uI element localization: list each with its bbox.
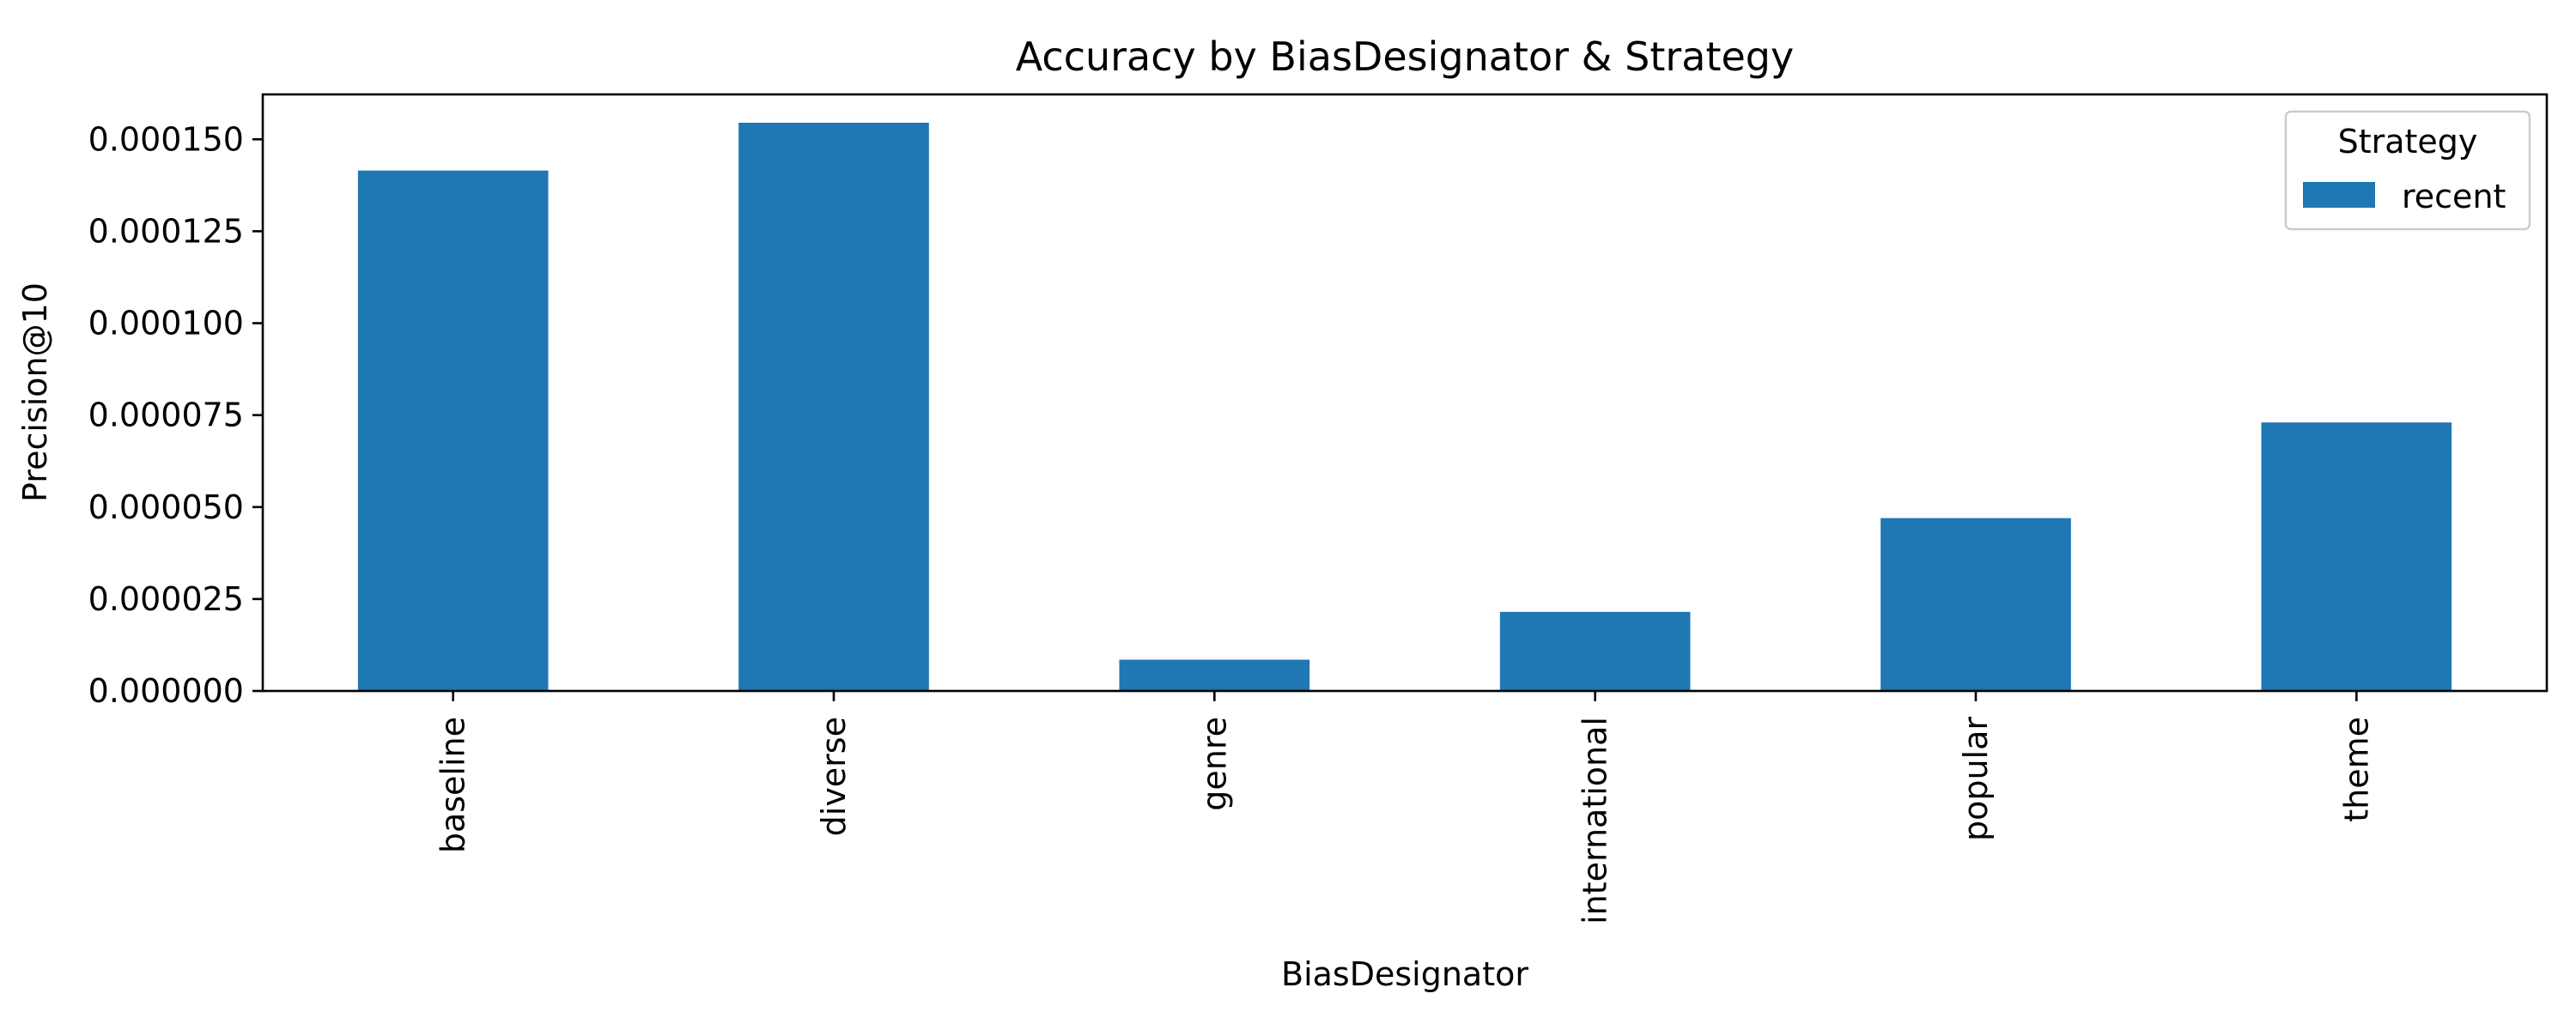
chart-title: Accuracy by BiasDesignator & Strategy	[1016, 33, 1794, 80]
plot-area	[357, 122, 2452, 692]
bar-genre	[1119, 659, 1310, 691]
y-tick-label: 0.000125	[88, 212, 244, 250]
bar-popular	[1880, 518, 2071, 691]
legend: Strategy recent	[2284, 110, 2531, 231]
plot-frame	[261, 93, 2549, 693]
y-axis: 0.000000 0.000025 0.000050 0.000075 0.000100…	[88, 120, 263, 710]
x-tick-label-international: international	[1577, 717, 1614, 924]
y-tick-label: 0.000000	[88, 672, 244, 710]
bar-international	[1499, 611, 1691, 691]
legend-title: Strategy	[2338, 123, 2478, 161]
bar-baseline	[357, 170, 549, 692]
legend-swatch-recent	[2303, 182, 2375, 208]
x-tick-label-theme: theme	[2337, 717, 2375, 822]
x-tick-label-baseline: baseline	[434, 717, 472, 853]
x-tick-label-diverse: diverse	[815, 717, 853, 836]
bar-theme	[2261, 422, 2452, 691]
y-tick-label: 0.000150	[88, 120, 244, 158]
y-tick-label: 0.000050	[88, 488, 244, 526]
x-tick-label-popular: popular	[1957, 717, 1995, 841]
bar-diverse	[738, 122, 929, 691]
y-tick-label: 0.000025	[88, 580, 244, 618]
legend-label-recent: recent	[2402, 178, 2506, 215]
x-axis-label: BiasDesignator	[1281, 955, 1528, 993]
y-tick-label: 0.000075	[88, 397, 244, 434]
x-tick-label-genre: genre	[1195, 717, 1233, 811]
y-tick-label: 0.000100	[88, 305, 244, 342]
x-axis: baseline diverse genre international popular…	[434, 691, 2375, 924]
y-axis-label: Precision@10	[16, 282, 54, 502]
